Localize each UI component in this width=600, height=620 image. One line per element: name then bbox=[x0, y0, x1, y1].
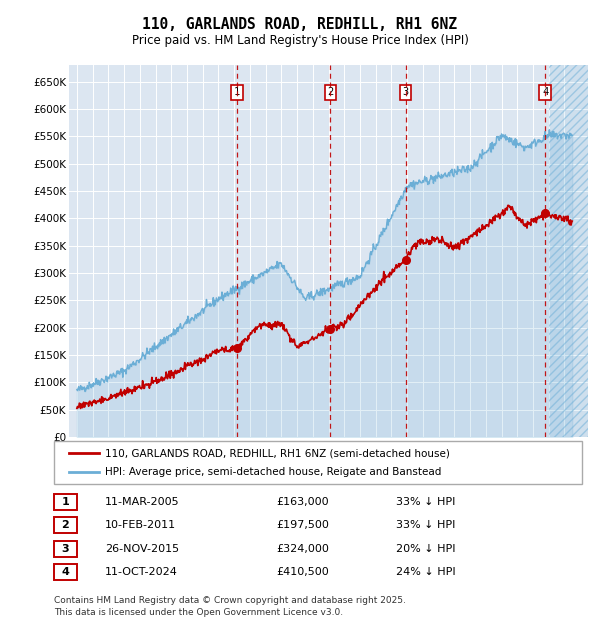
Text: £410,500: £410,500 bbox=[276, 567, 329, 577]
Text: £324,000: £324,000 bbox=[276, 544, 329, 554]
Text: 10-FEB-2011: 10-FEB-2011 bbox=[105, 520, 176, 530]
Text: 11-OCT-2024: 11-OCT-2024 bbox=[105, 567, 178, 577]
Text: 3: 3 bbox=[403, 87, 409, 97]
Text: 4: 4 bbox=[542, 87, 548, 97]
Text: 2: 2 bbox=[327, 87, 334, 97]
Text: 110, GARLANDS ROAD, REDHILL, RH1 6NZ (semi-detached house): 110, GARLANDS ROAD, REDHILL, RH1 6NZ (se… bbox=[105, 448, 450, 458]
Text: 4: 4 bbox=[61, 567, 70, 577]
Text: 110, GARLANDS ROAD, REDHILL, RH1 6NZ: 110, GARLANDS ROAD, REDHILL, RH1 6NZ bbox=[143, 17, 458, 32]
Text: 1: 1 bbox=[234, 87, 240, 97]
Text: 3: 3 bbox=[62, 544, 69, 554]
Text: 24% ↓ HPI: 24% ↓ HPI bbox=[396, 567, 455, 577]
Bar bbox=[548, 65, 588, 437]
Text: 1: 1 bbox=[62, 497, 69, 507]
Text: 2: 2 bbox=[62, 520, 69, 530]
Bar bbox=[548, 65, 588, 437]
Text: £163,000: £163,000 bbox=[276, 497, 329, 507]
Text: HPI: Average price, semi-detached house, Reigate and Banstead: HPI: Average price, semi-detached house,… bbox=[105, 467, 442, 477]
Text: 20% ↓ HPI: 20% ↓ HPI bbox=[396, 544, 455, 554]
Text: 33% ↓ HPI: 33% ↓ HPI bbox=[396, 520, 455, 530]
Text: Contains HM Land Registry data © Crown copyright and database right 2025.
This d: Contains HM Land Registry data © Crown c… bbox=[54, 596, 406, 617]
Text: Price paid vs. HM Land Registry's House Price Index (HPI): Price paid vs. HM Land Registry's House … bbox=[131, 34, 469, 46]
Text: £197,500: £197,500 bbox=[276, 520, 329, 530]
Text: 26-NOV-2015: 26-NOV-2015 bbox=[105, 544, 179, 554]
Text: 11-MAR-2005: 11-MAR-2005 bbox=[105, 497, 179, 507]
Bar bbox=[548, 65, 588, 437]
Text: 33% ↓ HPI: 33% ↓ HPI bbox=[396, 497, 455, 507]
